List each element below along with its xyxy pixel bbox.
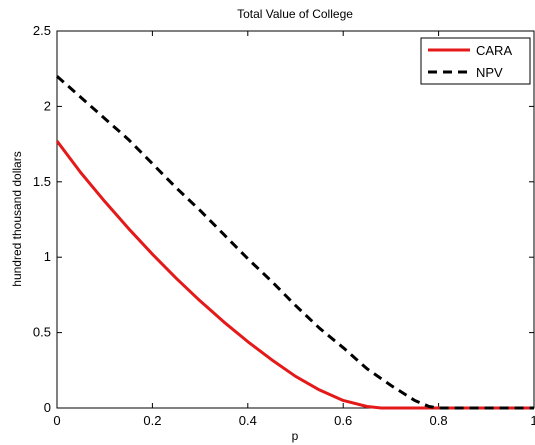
y-tick-label: 1.5 xyxy=(33,174,51,189)
y-axis-label: hundred thousand dollars xyxy=(10,151,24,286)
series-line-cara xyxy=(55,140,534,410)
series-layer xyxy=(55,75,534,410)
y-tick-label: 0.5 xyxy=(33,325,51,340)
y-tick-label: 0 xyxy=(44,400,51,415)
x-tick-label: 0.2 xyxy=(143,413,161,428)
legend-box xyxy=(420,37,531,85)
x-tick-label: 0.6 xyxy=(334,413,352,428)
x-axis-label: p xyxy=(292,429,299,443)
legend: CARA NPV xyxy=(420,37,531,85)
legend-label-cara: CARA xyxy=(476,43,512,58)
x-tick-label: 0.4 xyxy=(239,413,257,428)
chart-title: Total Value of College xyxy=(237,7,353,21)
x-tick-label: 0 xyxy=(53,413,60,428)
y-tick-label: 2 xyxy=(44,98,51,113)
x-tick-label: 0.8 xyxy=(430,413,448,428)
axis-tick-labels: 0 0.2 0.4 0.6 0.8 1 0 0.5 1 1.5 2 2.5 xyxy=(33,23,535,428)
y-tick-label: 1 xyxy=(44,249,51,264)
x-tick-label: 1 xyxy=(530,413,535,428)
y-tick-label: 2.5 xyxy=(33,23,51,38)
plot-area xyxy=(56,30,535,409)
legend-label-npv: NPV xyxy=(476,65,503,80)
series-line-npv xyxy=(56,75,534,410)
